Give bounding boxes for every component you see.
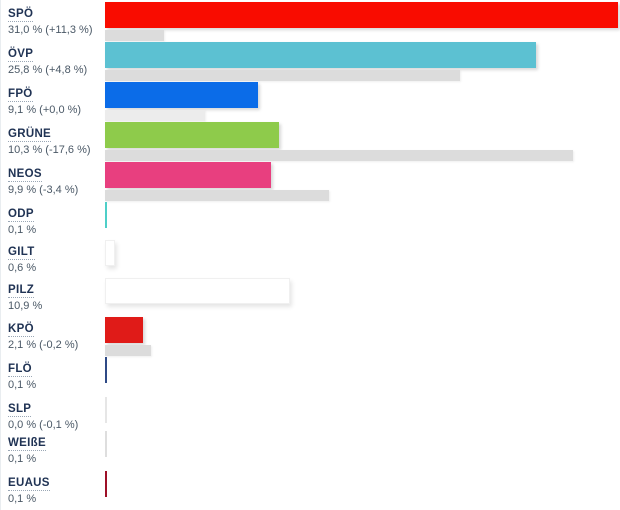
bar-current-result <box>105 42 536 68</box>
bar-current-result <box>105 397 107 423</box>
party-stats: 0,1 % <box>8 224 37 236</box>
party-label-block: SLP 0,0 % (-0,1 %) <box>8 399 103 432</box>
party-label-block: KPÖ 2,1 % (-0,2 %) <box>8 319 103 352</box>
party-label-block: FPÖ 9,1 % (+0,0 %) <box>8 84 103 117</box>
bar-current-result <box>105 278 290 304</box>
bar-current-result <box>105 317 143 343</box>
party-name-wrap: GILT <box>8 242 103 260</box>
party-stats: 31,0 % (+11,3 %) <box>8 24 93 36</box>
bar-current-result <box>105 162 271 188</box>
party-name: FLÖ <box>8 363 32 377</box>
party-stats: 9,9 % (-3,4 %) <box>8 184 79 196</box>
party-name-wrap: GRÜNE <box>8 124 103 142</box>
bar-previous-result <box>105 70 460 81</box>
party-name: GRÜNE <box>8 128 52 142</box>
party-stats: 10,9 % <box>8 300 43 312</box>
party-name-wrap: SPÖ <box>8 4 103 22</box>
bar-current-result <box>105 471 107 497</box>
party-name-wrap: EUAUS <box>8 473 103 491</box>
party-label-block: EUAUS 0,1 % <box>8 473 103 506</box>
party-name-wrap: FLÖ <box>8 359 103 377</box>
bar-previous-result <box>105 150 573 161</box>
party-name: NEOS <box>8 168 42 182</box>
party-stats: 25,8 % (+4,8 %) <box>8 64 88 76</box>
party-name: FPÖ <box>8 88 33 102</box>
bar-previous-result <box>105 190 329 201</box>
party-label-block: NEOS 9,9 % (-3,4 %) <box>8 164 103 197</box>
party-stats: 9,1 % (+0,0 %) <box>8 104 82 116</box>
bar-previous-result <box>105 345 151 356</box>
party-stats: 0,1 % <box>8 453 37 465</box>
party-label-block: ÖVP 25,8 % (+4,8 %) <box>8 44 103 77</box>
party-stats: 0,6 % <box>8 262 37 274</box>
party-stats: 0,1 % <box>8 379 37 391</box>
party-name-wrap: WEIßE <box>8 433 103 451</box>
bar-current-result <box>105 82 258 108</box>
bar-current-result <box>105 357 107 383</box>
bar-current-result <box>105 202 107 228</box>
party-label-block: SPÖ 31,0 % (+11,3 %) <box>8 4 103 37</box>
party-name-wrap: KPÖ <box>8 319 103 337</box>
party-name: SPÖ <box>8 8 34 22</box>
party-name-wrap: ÖVP <box>8 44 103 62</box>
party-name: KPÖ <box>8 323 34 337</box>
bar-previous-result <box>105 110 205 121</box>
party-name-wrap: ODP <box>8 204 103 222</box>
party-name: PILZ <box>8 284 35 298</box>
party-name-wrap: PILZ <box>8 280 103 298</box>
party-name-wrap: SLP <box>8 399 103 417</box>
party-name: SLP <box>8 403 32 417</box>
bar-current-result <box>105 431 107 457</box>
party-label-block: ODP 0,1 % <box>8 204 103 237</box>
bar-current-result <box>105 122 279 148</box>
party-stats: 10,3 % (-17,6 %) <box>8 144 91 156</box>
party-name: WEIßE <box>8 437 46 451</box>
party-name-wrap: NEOS <box>8 164 103 182</box>
party-stats: 0,0 % (-0,1 %) <box>8 419 79 431</box>
party-name: ODP <box>8 208 34 222</box>
party-label-block: GRÜNE 10,3 % (-17,6 %) <box>8 124 103 157</box>
party-name: EUAUS <box>8 477 50 491</box>
party-stats: 2,1 % (-0,2 %) <box>8 339 79 351</box>
party-label-block: PILZ 10,9 % <box>8 280 103 313</box>
bar-current-result <box>105 240 115 266</box>
bar-previous-result <box>105 30 164 41</box>
party-name: ÖVP <box>8 48 34 62</box>
party-name: GILT <box>8 246 35 260</box>
party-name-wrap: FPÖ <box>8 84 103 102</box>
party-stats: 0,1 % <box>8 493 37 505</box>
bar-current-result <box>105 2 618 28</box>
party-label-block: GILT 0,6 % <box>8 242 103 275</box>
party-label-block: WEIßE 0,1 % <box>8 433 103 466</box>
party-label-block: FLÖ 0,1 % <box>8 359 103 392</box>
